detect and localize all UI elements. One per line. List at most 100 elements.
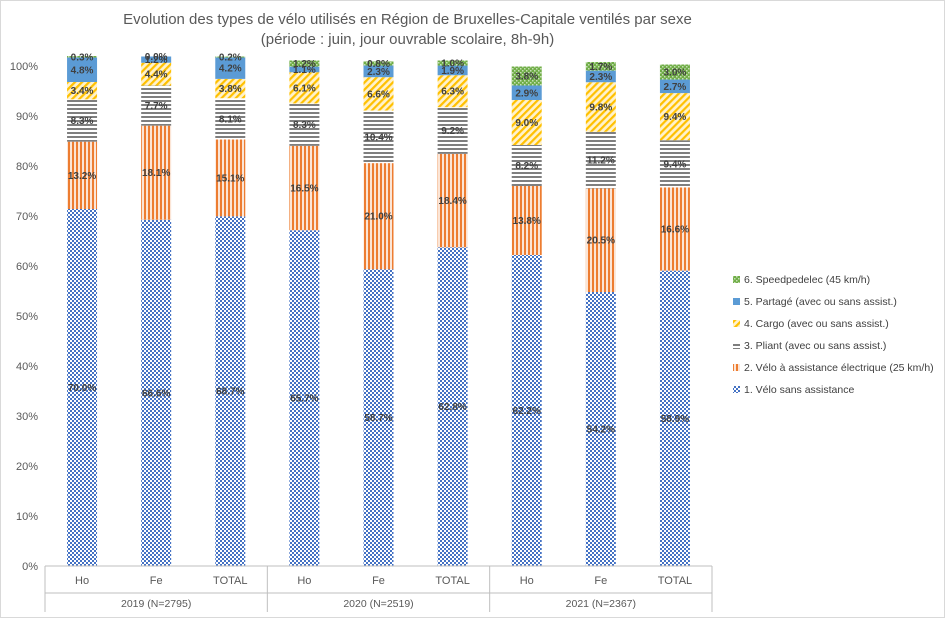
y-tick-label: 70%	[16, 211, 38, 223]
data-label: 4.4%	[145, 70, 168, 81]
data-label: 70.0%	[68, 383, 96, 394]
bar-segment-1-ho	[67, 209, 98, 566]
data-label: 2.3%	[367, 67, 390, 78]
data-label: 3.8%	[219, 84, 242, 95]
y-tick-label: 100%	[10, 61, 38, 73]
bar-segment-5-total	[215, 57, 246, 79]
legend: 6. Speedpedelec (45 km/h) 5. Partagé (ave…	[733, 274, 934, 396]
bar-segment-6-total	[659, 64, 690, 80]
data-label: 3.0%	[664, 68, 687, 79]
x-group-label: 2019 (N=2795)	[121, 598, 191, 610]
bar-segment-2-total	[215, 139, 246, 217]
data-label: 13.8%	[513, 216, 541, 227]
bar-segment-2-ho	[511, 186, 542, 255]
data-label: 54.2%	[587, 425, 615, 436]
x-group-label: 2020 (N=2519)	[343, 598, 413, 610]
data-label: 0.0%	[145, 52, 168, 63]
legend-entry: 3. Pliant (avec ou sans assist.)	[744, 340, 886, 352]
bar-segment-4-fe	[585, 82, 616, 132]
data-label: 3.4%	[71, 86, 94, 97]
data-label: 10.4%	[364, 132, 392, 143]
bar-segment-5-fe	[363, 65, 394, 78]
legend-entry: 2. Vélo à assistance électrique (25 km/h…	[744, 362, 934, 374]
bar-segment-1-fe	[141, 219, 172, 566]
legend-entry: 6. Speedpedelec (45 km/h)	[744, 274, 870, 286]
bar-segment-1-ho	[289, 230, 320, 566]
data-label: 18.1%	[142, 168, 170, 179]
data-label: 13.2%	[68, 171, 96, 182]
data-label: 66.6%	[142, 388, 170, 399]
data-label: 8.1%	[219, 114, 242, 125]
bar-segment-3-fe	[585, 131, 616, 189]
x-category-label: Ho	[297, 575, 311, 587]
data-label: 4.8%	[71, 65, 94, 76]
bar-segment-1-ho	[511, 255, 542, 566]
bar-segment-4-total	[659, 93, 690, 141]
data-label: 0.3%	[71, 52, 94, 63]
data-label: 6.3%	[441, 87, 464, 98]
bar-segment-1-total	[437, 247, 468, 566]
data-label: 15.1%	[216, 173, 244, 184]
bar-segment-2-fe	[141, 125, 172, 220]
bar-segment-4-fe	[141, 62, 172, 86]
data-label: 1.1%	[293, 65, 316, 76]
bar-segment-5-fe	[585, 70, 616, 83]
data-label: 1.9%	[441, 66, 464, 77]
chart-subtitle: (période : juin, jour ouvrable scolaire,…	[260, 31, 555, 48]
data-label: 62.8%	[438, 402, 466, 413]
bar-segment-5-ho	[67, 57, 98, 83]
bar-segment-1-total	[659, 270, 690, 566]
bar-segment-2-fe	[585, 188, 616, 293]
legend-entry: 4. Cargo (avec ou sans assist.)	[744, 318, 889, 330]
data-label: 9.0%	[515, 118, 538, 129]
bar-segment-6-ho	[511, 66, 542, 86]
bar-segment-3-fe	[141, 85, 172, 126]
bar-segment-6-total	[437, 60, 468, 66]
bars	[67, 56, 690, 566]
data-label: 58.7%	[364, 413, 392, 424]
bar-segment-2-fe	[363, 163, 394, 270]
legend-swatch	[733, 298, 740, 305]
bar-segment-6-fe	[585, 62, 616, 71]
bar-segment-4-ho	[511, 100, 542, 145]
data-labels: 70.0% 13.2% 8.3% 3.4% 4.8% 0.3% 66.6% 18.1% 7.7%…	[68, 52, 689, 436]
bar-segment-1-total	[215, 216, 246, 566]
y-tick-label: 50%	[16, 311, 38, 323]
data-label: 58.9%	[661, 414, 689, 425]
data-label: 6.1%	[293, 83, 316, 94]
bar-segment-3-ho	[67, 99, 98, 142]
bar-segment-5-fe	[141, 56, 172, 63]
data-label: 8.3%	[293, 120, 316, 131]
bar-segment-4-total	[215, 78, 246, 99]
data-label: 4.2%	[219, 64, 242, 75]
x-category-label: Ho	[520, 575, 534, 587]
bar-segment-6-total	[215, 56, 246, 58]
bar-segment-6-fe	[363, 61, 394, 66]
bar-segment-5-total	[437, 65, 468, 76]
chart-title: Evolution des types de vélo utilisés en …	[123, 11, 692, 28]
data-label: 9.4%	[664, 112, 687, 123]
y-tick-label: 30%	[16, 411, 38, 423]
data-label: 1.7%	[589, 62, 612, 73]
bar-segment-6-ho	[67, 56, 98, 58]
y-tick-label: 40%	[16, 361, 38, 373]
x-category-label: TOTAL	[435, 575, 469, 587]
data-label: 11.2%	[587, 156, 615, 167]
legend-swatch	[733, 364, 740, 371]
y-tick-label: 80%	[16, 161, 38, 173]
legend-swatch	[733, 342, 740, 349]
legend-entry: 5. Partagé (avec ou sans assist.)	[744, 296, 897, 308]
data-label: 1.0%	[441, 59, 464, 70]
bar-segment-3-fe	[363, 110, 394, 164]
bar-segment-4-total	[437, 75, 468, 108]
x-axis: Ho Fe TOTAL Ho Fe TOTAL Ho Fe TOTAL 2019 (N=2795)…	[44, 565, 713, 612]
data-label: 1.2%	[293, 59, 316, 70]
bar-segment-2-ho	[289, 145, 320, 231]
data-label: 6.6%	[367, 89, 390, 100]
legend-entry: 1. Vélo sans assistance	[744, 384, 854, 396]
bar-segment-3-ho	[511, 145, 542, 186]
y-tick-label: 60%	[16, 261, 38, 273]
data-label: 9.2%	[441, 126, 464, 137]
data-label: 68.7%	[216, 387, 244, 398]
